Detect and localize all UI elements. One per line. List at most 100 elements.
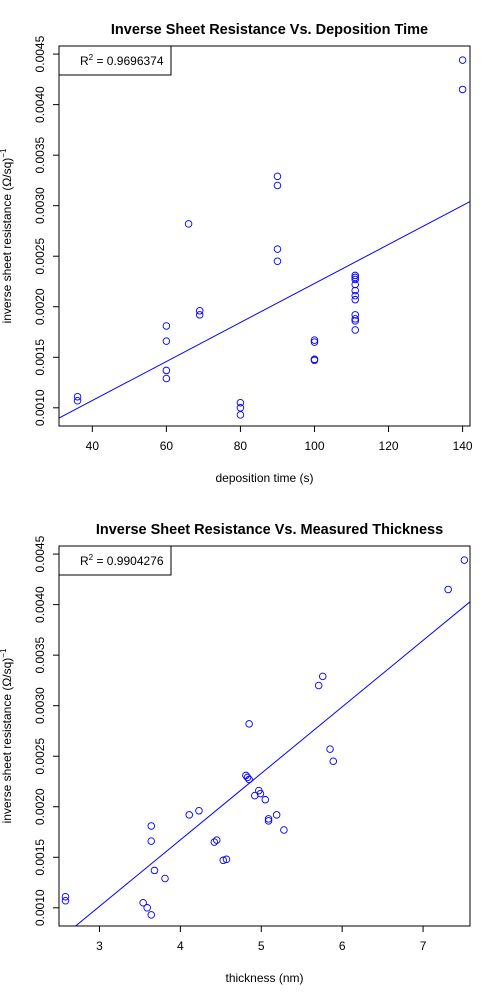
x-tick-label: 140	[453, 439, 473, 453]
y-tick-label: 0.0010	[33, 889, 47, 926]
data-point	[280, 826, 288, 834]
data-point	[162, 374, 171, 383]
legend: R2 = 0.9696374	[58, 45, 172, 76]
data-point	[273, 172, 282, 181]
data-point	[150, 866, 159, 875]
x-axis-label: thickness (nm)	[225, 971, 303, 985]
data-point	[61, 892, 70, 901]
data-point	[314, 681, 323, 690]
y-tick-label: 0.0040	[33, 586, 47, 623]
data-point	[351, 286, 359, 295]
data-point	[213, 836, 221, 844]
data-point	[245, 720, 253, 728]
data-point	[73, 392, 82, 401]
data-point	[460, 556, 469, 564]
x-tick-label: 3	[96, 939, 103, 953]
y-axis-label: inverse sheet resistance (Ω/sq)−1	[0, 148, 14, 323]
data-point	[147, 822, 155, 830]
y-tick-label: 0.0020	[33, 788, 47, 825]
chart-panel-2: Inverse Sheet Resistance Vs. Measured Th…	[0, 522, 471, 985]
y-tick-label: 0.0020	[33, 288, 47, 325]
legend-box	[58, 45, 172, 76]
data-point	[351, 295, 359, 304]
data-point	[351, 273, 359, 282]
legend: R2 = 0.9904276	[58, 545, 172, 576]
data-point	[195, 311, 204, 319]
data-point	[310, 336, 319, 344]
data-point	[264, 817, 273, 825]
x-tick-label: 120	[379, 439, 399, 453]
legend-text: R2 = 0.9904276	[80, 553, 164, 568]
data-point	[351, 326, 359, 334]
y-tick-label: 0.0025	[33, 738, 47, 775]
data-point	[319, 672, 327, 681]
x-axis-label: deposition time (s)	[215, 471, 313, 485]
y-tick-label: 0.0025	[33, 238, 47, 275]
y-tick-label: 0.0040	[33, 86, 47, 123]
data-point	[264, 815, 273, 823]
data-point	[73, 396, 82, 405]
data-point	[219, 856, 227, 865]
data-point	[236, 404, 245, 412]
y-tick-label: 0.0035	[33, 136, 47, 173]
data-point	[273, 257, 282, 266]
y-tick-label: 0.0045	[33, 535, 47, 572]
y-axis-label: inverse sheet resistance (Ω/sq)−1	[0, 648, 14, 823]
data-point	[444, 585, 452, 594]
data-point	[273, 181, 282, 190]
data-point	[256, 789, 265, 798]
data-point	[245, 775, 253, 784]
data-point	[243, 773, 252, 782]
data-point	[195, 307, 204, 315]
data-point	[261, 795, 270, 804]
x-tick-label: 4	[177, 939, 184, 953]
data-point	[139, 899, 147, 907]
x-tick-label: 100	[304, 439, 324, 453]
data-point	[236, 411, 245, 419]
data-point	[195, 807, 203, 815]
data-point	[147, 837, 155, 845]
chart-title: Inverse Sheet Resistance Vs. Measured Th…	[96, 522, 443, 538]
data-point	[351, 271, 359, 280]
data-point	[351, 311, 359, 319]
data-point	[162, 322, 171, 330]
data-point	[162, 366, 171, 375]
chart-title: Inverse Sheet Resistance Vs. Deposition …	[111, 22, 428, 38]
x-tick-label: 6	[339, 939, 346, 953]
data-point	[162, 337, 171, 345]
y-tick-label: 0.0010	[33, 389, 47, 426]
data-point	[351, 275, 359, 284]
data-point	[351, 317, 359, 325]
data-point	[143, 904, 151, 912]
data-point	[326, 745, 334, 753]
data-point	[458, 85, 467, 94]
plot-frame	[58, 45, 471, 427]
regression-line	[59, 201, 470, 419]
data-point	[351, 280, 359, 289]
y-tick-label: 0.0015	[33, 839, 47, 876]
chart-panel-1: Inverse Sheet Resistance Vs. Deposition …	[0, 22, 473, 485]
y-tick-label: 0.0045	[33, 35, 47, 72]
data-point	[310, 338, 319, 346]
y-tick-label: 0.0030	[33, 187, 47, 224]
x-tick-label: 40	[86, 439, 100, 453]
data-point	[222, 855, 231, 864]
data-point	[147, 911, 155, 919]
plot-frame	[58, 545, 471, 927]
data-point	[61, 896, 70, 905]
data-point	[236, 399, 245, 407]
y-tick-label: 0.0015	[33, 339, 47, 376]
data-point	[310, 356, 319, 365]
data-point	[184, 220, 193, 228]
y-tick-label: 0.0030	[33, 687, 47, 724]
data-point	[210, 838, 219, 846]
data-point	[351, 291, 359, 300]
legend-text: R2 = 0.9696374	[80, 53, 164, 68]
y-tick-label: 0.0035	[33, 636, 47, 673]
x-tick-label: 5	[258, 939, 265, 953]
data-point	[185, 811, 194, 819]
x-tick-label: 60	[160, 439, 174, 453]
data-point	[458, 56, 467, 64]
legend-box	[58, 545, 172, 576]
